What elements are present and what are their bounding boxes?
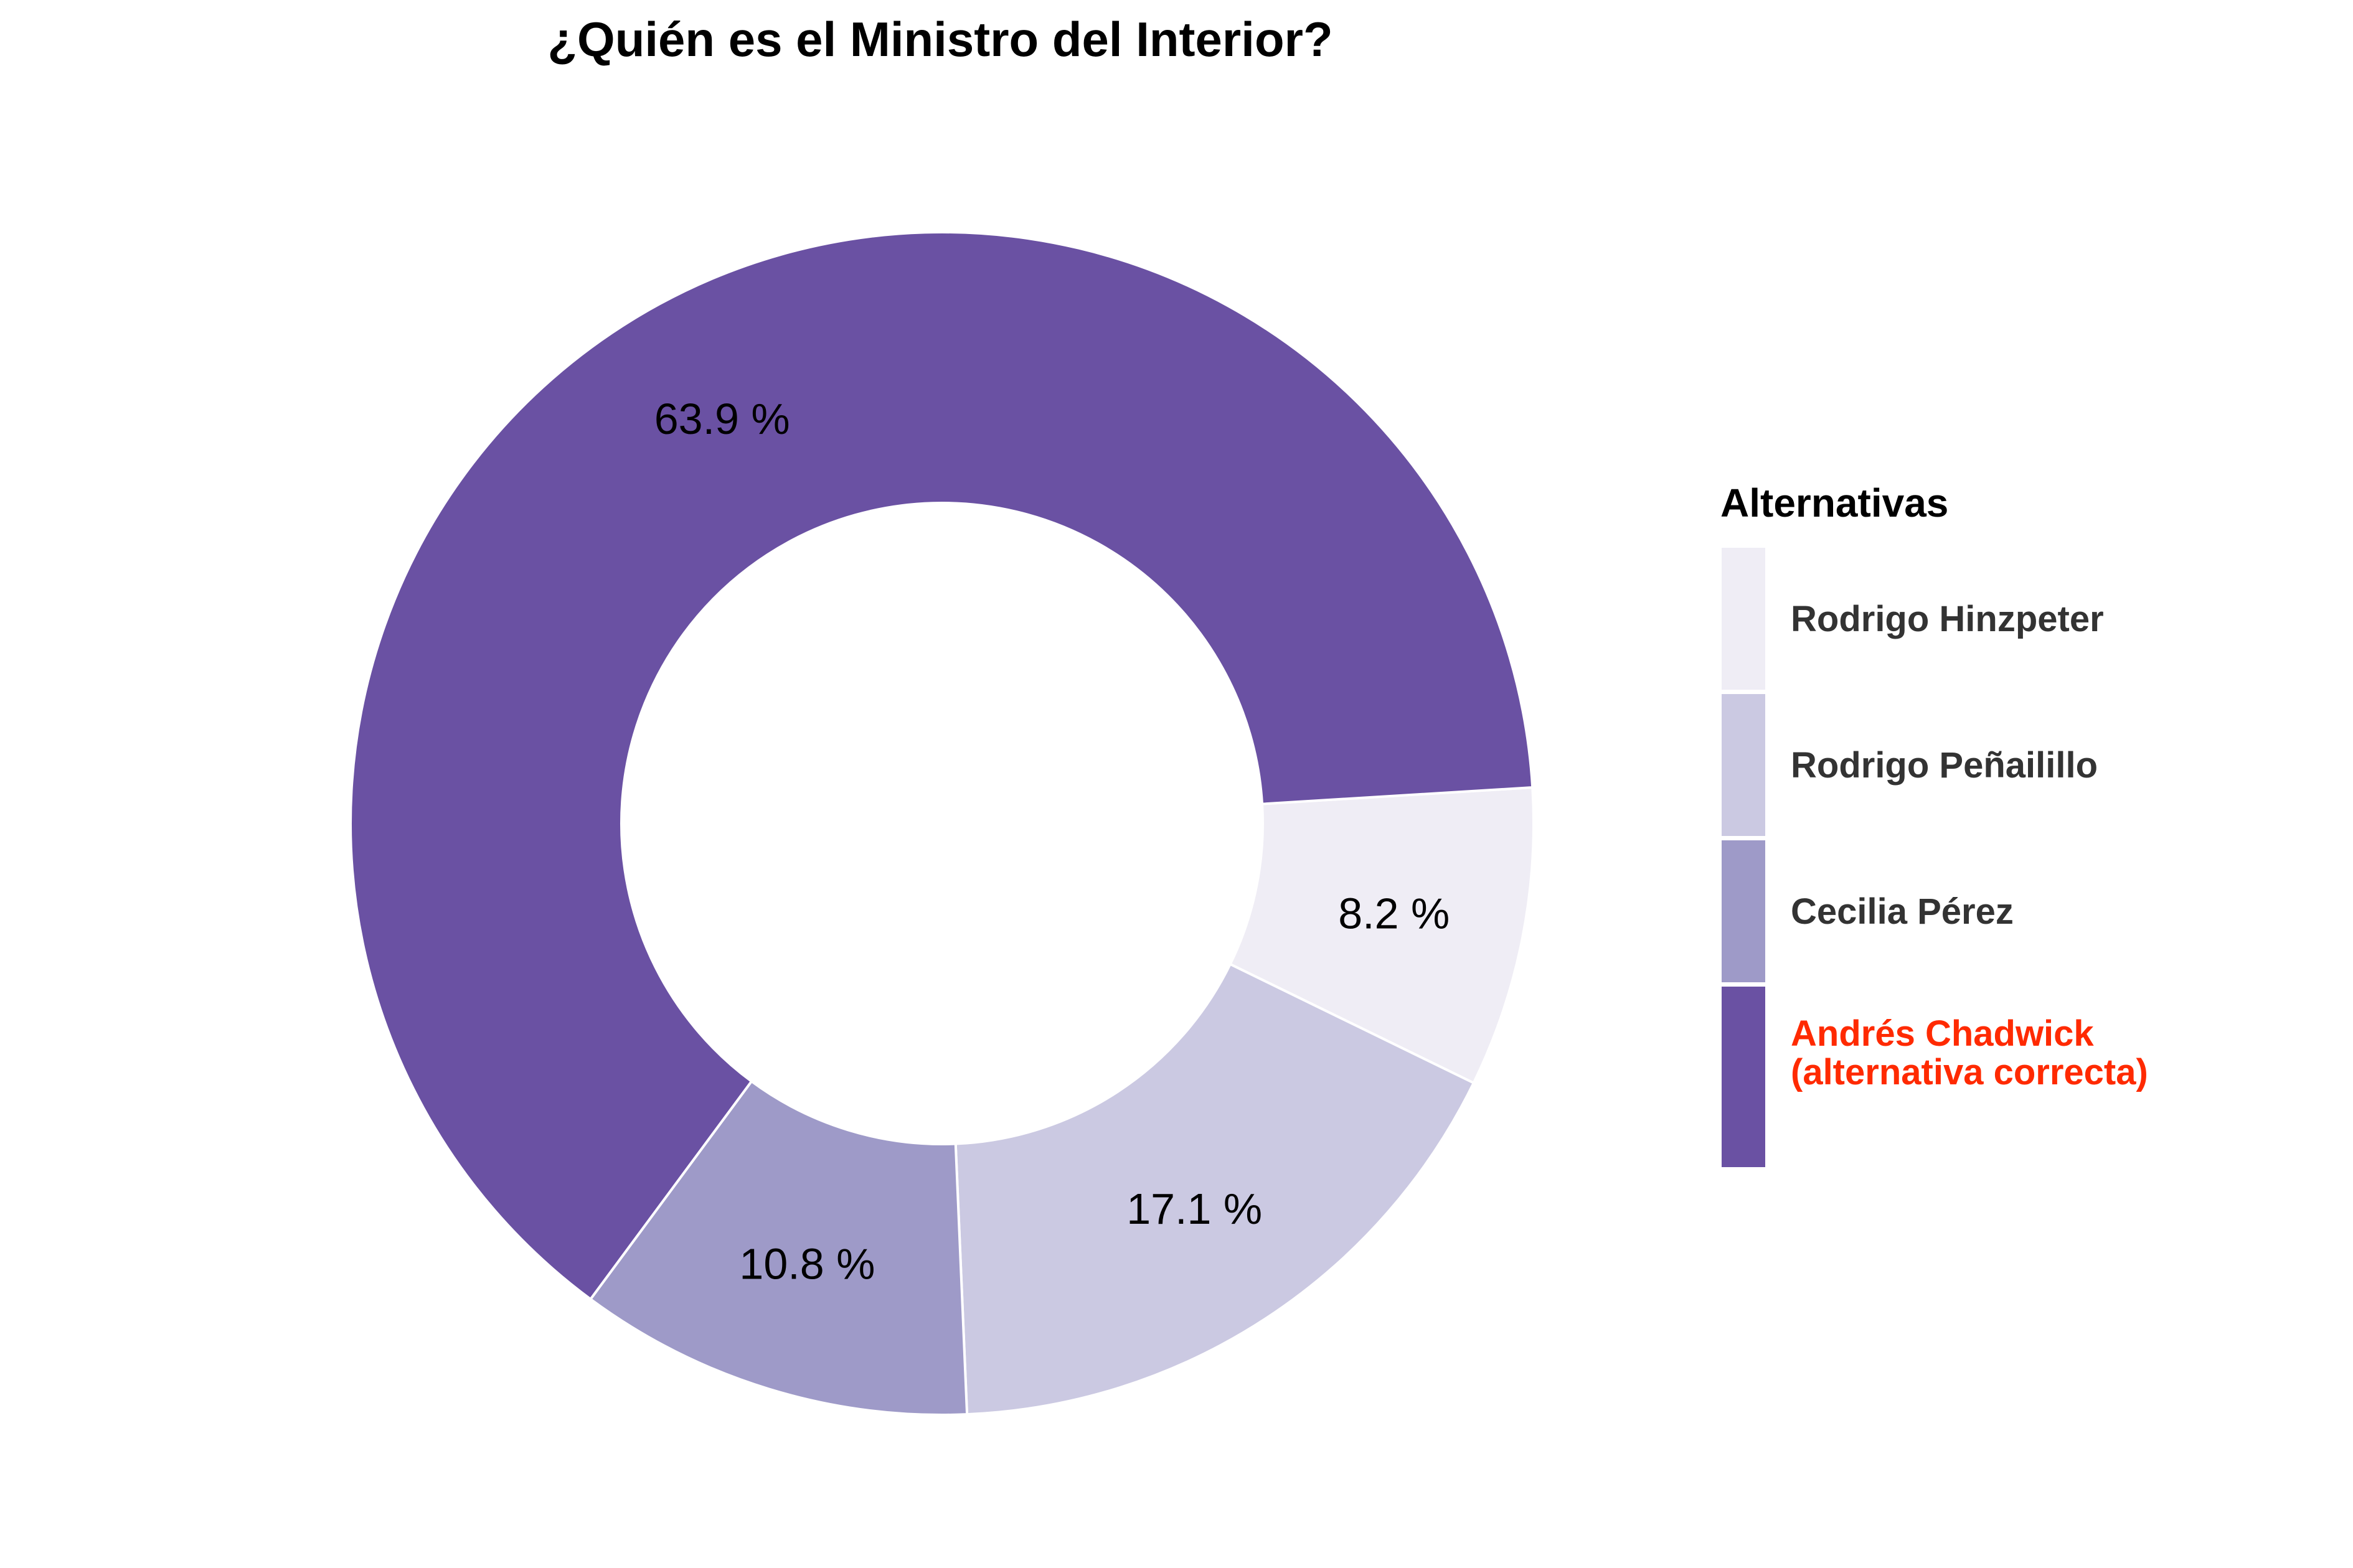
legend-label: Rodrigo Peñailillo: [1791, 745, 2098, 786]
legend-title: Alternativas: [1720, 481, 1948, 525]
legend-label: Rodrigo Hinzpeter: [1791, 599, 2104, 639]
donut-slices: [349, 231, 1535, 1416]
slice-value-label: 10.8 %: [739, 1240, 875, 1289]
slice-labels: 8.2 % 17.1 % 10.8 % 63.9 %: [654, 395, 1450, 1289]
donut-slice: [1228, 786, 1535, 1085]
donut-slice: [349, 231, 1534, 1301]
legend-swatch: [1722, 694, 1765, 836]
legend-swatch: [1722, 840, 1765, 982]
legend-swatch: [1722, 987, 1765, 1167]
legend: Alternativas Rodrigo Hinzpeter Rodrigo Pe…: [1720, 481, 2148, 1167]
donut-slice: [954, 962, 1476, 1416]
slice-value-label: 63.9 %: [654, 395, 790, 443]
legend-label: Cecilia Pérez: [1791, 891, 2014, 932]
legend-label: Andrés Chadwick: [1791, 1013, 2094, 1054]
slice-value-label: 17.1 %: [1126, 1185, 1262, 1233]
donut-slice: [588, 1079, 969, 1416]
chart-title: ¿Quién es el Ministro del Interior?: [547, 12, 1332, 67]
slice-value-label: 8.2 %: [1338, 889, 1450, 937]
legend-label-note: (alternativa correcta): [1791, 1052, 2148, 1092]
legend-swatch: [1722, 548, 1765, 690]
